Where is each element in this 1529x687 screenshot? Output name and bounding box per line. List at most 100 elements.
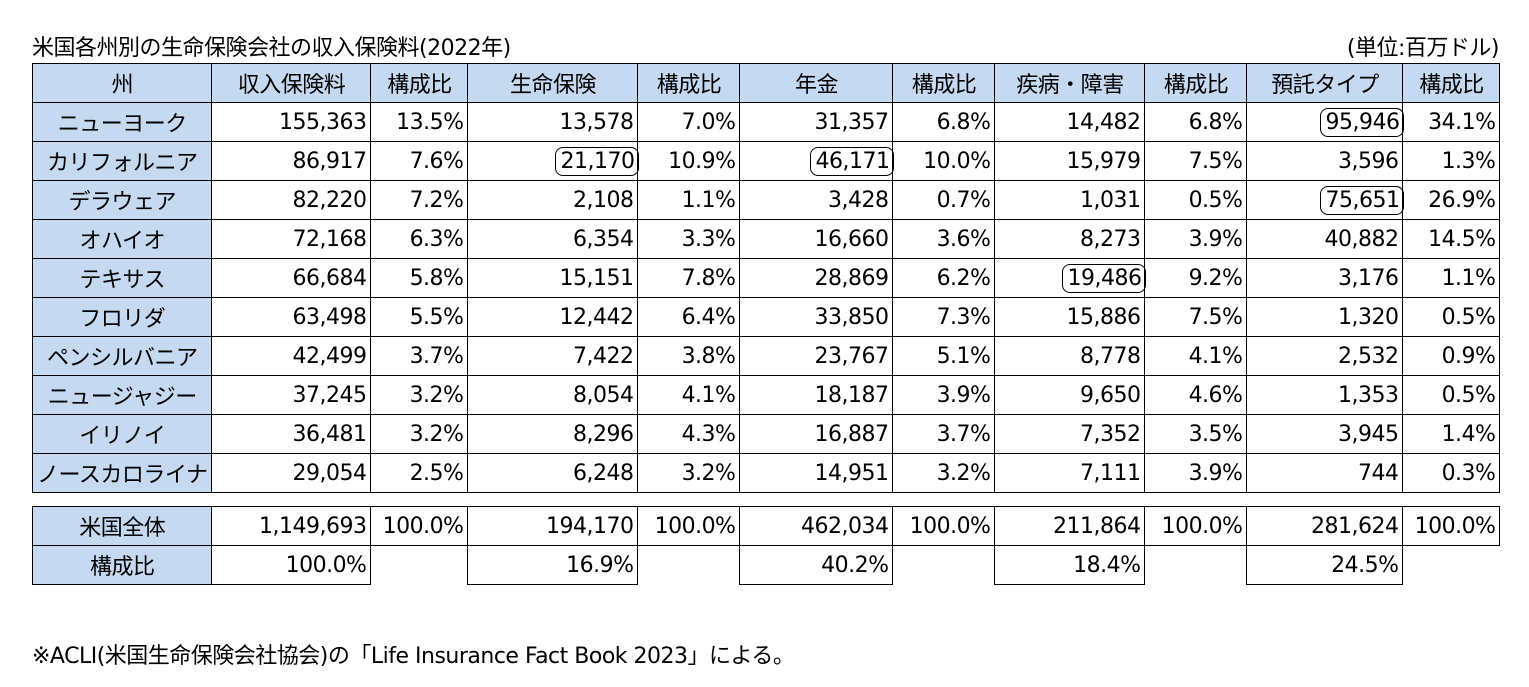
state-cell: ニュージャジー: [31, 375, 213, 415]
deposit-share-cell: 14.5%: [1402, 219, 1501, 259]
state-cell: ノースカロライナ: [31, 453, 213, 493]
life-cell: 8,296: [467, 414, 639, 454]
health-share-cell: 3.9%: [1144, 453, 1248, 493]
empty-cell: [370, 545, 468, 585]
header-row: 州 収入保険料 構成比 生命保険 構成比 年金 構成比 疾病・障害 構成比 預託…: [31, 63, 1501, 103]
deposit-share-cell: 0.9%: [1402, 336, 1501, 376]
annuity-share-cell: 100.0%: [892, 506, 996, 546]
annuity-cell: 16,887: [739, 414, 894, 454]
highlight-box: 75,651: [1320, 185, 1405, 215]
health-cell: 7,111: [994, 453, 1146, 493]
health-share-cell: 7.5%: [1144, 141, 1248, 181]
life-cell: 8,054: [467, 375, 639, 415]
premium-cell: 36,481: [211, 414, 372, 454]
premium-share-cell: 3.2%: [370, 414, 469, 454]
deposit-cell: 3,945: [1246, 414, 1404, 454]
deposit-composition-cell: 24.5%: [1246, 545, 1404, 585]
annuity-cell: 16,660: [739, 219, 894, 259]
deposit-share-cell: 100.0%: [1402, 506, 1501, 546]
header-cell: 構成比: [1402, 63, 1501, 103]
premium-cell: 82,220: [211, 180, 372, 220]
health-cell: 14,482: [994, 102, 1146, 142]
annuity-share-cell: 0.7%: [892, 180, 996, 220]
life-share-cell: 7.8%: [637, 258, 741, 298]
empty-cell: [1144, 545, 1247, 585]
premium-cell: 155,363: [211, 102, 372, 142]
annuity-share-cell: 7.3%: [892, 297, 996, 337]
annuity-share-cell: 5.1%: [892, 336, 996, 376]
header-cell: 州: [31, 63, 213, 103]
premium-share-cell: 13.5%: [370, 102, 469, 142]
header-cell: 年金: [739, 63, 894, 103]
annuity-cell: 3,428: [739, 180, 894, 220]
life-share-cell: 6.4%: [637, 297, 741, 337]
health-share-cell: 3.5%: [1144, 414, 1248, 454]
deposit-share-cell: 1.3%: [1402, 141, 1501, 181]
premium-share-cell: 3.2%: [370, 375, 469, 415]
state-cell: テキサス: [31, 258, 213, 298]
life-share-cell: 3.3%: [637, 219, 741, 259]
total-row: 米国全体 1,149,693 100.0% 194,170 100.0% 462…: [31, 506, 1501, 546]
health-share-cell: 3.9%: [1144, 219, 1248, 259]
health-share-cell: 6.8%: [1144, 102, 1248, 142]
health-share-cell: 0.5%: [1144, 180, 1248, 220]
life-cell: 7,422: [467, 336, 639, 376]
header-cell: 生命保険: [467, 63, 639, 103]
annuity-cell: 33,850: [739, 297, 894, 337]
source-note: ※ACLI(米国生命保険会社協会)の「Life Insurance Fact B…: [32, 644, 795, 669]
annuity-cell: 14,951: [739, 453, 894, 493]
health-cell: 1,031: [994, 180, 1146, 220]
table-row: オハイオ 72,168 6.3% 6,354 3.3% 16,660 3.6% …: [31, 219, 1501, 259]
deposit-cell: 281,624: [1246, 506, 1404, 546]
premium-cell: 86,917: [211, 141, 372, 181]
life-cell: 13,578: [467, 102, 639, 142]
table-row: デラウェア 82,220 7.2% 2,108 1.1% 3,428 0.7% …: [31, 180, 1501, 220]
premium-share-cell: 7.6%: [370, 141, 469, 181]
health-cell: 19,486: [994, 258, 1147, 298]
life-share-cell: 1.1%: [637, 180, 741, 220]
premium-share-cell: 2.5%: [370, 453, 469, 493]
unit-label: (単位:百万ドル): [1346, 36, 1500, 61]
health-share-cell: 4.6%: [1144, 375, 1248, 415]
deposit-share-cell: 34.1%: [1402, 102, 1501, 142]
life-share-cell: 4.1%: [637, 375, 741, 415]
health-cell: 15,979: [994, 141, 1146, 181]
header-cell: 収入保険料: [211, 63, 372, 103]
premium-composition-cell: 100.0%: [211, 545, 372, 585]
annuity-cell: 23,767: [739, 336, 894, 376]
life-share-cell: 100.0%: [637, 506, 741, 546]
table-row: カリフォルニア 86,917 7.6% 21,170 10.9% 46,171 …: [31, 141, 1501, 181]
premium-cell: 37,245: [211, 375, 372, 415]
row-spacer: [32, 492, 1500, 507]
composition-row: 構成比 100.0% 16.9% 40.2% 18.4% 24.5%: [31, 545, 1500, 585]
premium-cell: 66,684: [211, 258, 372, 298]
deposit-cell: 1,320: [1246, 297, 1404, 337]
table-row: ニューヨーク 155,363 13.5% 13,578 7.0% 31,357 …: [31, 102, 1501, 142]
empty-cell: [892, 545, 995, 585]
deposit-cell: 3,596: [1246, 141, 1404, 181]
table-row: ノースカロライナ 29,054 2.5% 6,248 3.2% 14,951 3…: [31, 453, 1501, 493]
deposit-cell: 744: [1246, 453, 1404, 493]
header-cell: 疾病・障害: [994, 63, 1146, 103]
annuity-share-cell: 10.0%: [892, 141, 996, 181]
annuity-cell: 18,187: [739, 375, 894, 415]
annuity-share-cell: 3.7%: [892, 414, 996, 454]
life-share-cell: 10.9%: [637, 141, 741, 181]
state-cell: イリノイ: [31, 414, 213, 454]
health-cell: 9,650: [994, 375, 1146, 415]
annuity-share-cell: 3.6%: [892, 219, 996, 259]
highlight-box: 46,171: [810, 146, 895, 176]
annuity-cell: 28,869: [739, 258, 894, 298]
highlight-box: 95,946: [1320, 107, 1405, 137]
premium-cell: 42,499: [211, 336, 372, 376]
annuity-share-cell: 3.2%: [892, 453, 996, 493]
premium-share-cell: 6.3%: [370, 219, 469, 259]
health-share-cell: 4.1%: [1144, 336, 1248, 376]
life-cell: 12,442: [467, 297, 639, 337]
header-cell: 預託タイプ: [1246, 63, 1404, 103]
header-cell: 構成比: [892, 63, 996, 103]
health-cell: 8,273: [994, 219, 1146, 259]
highlight-box: 19,486: [1062, 263, 1147, 293]
deposit-cell: 1,353: [1246, 375, 1404, 415]
premium-cell: 29,054: [211, 453, 372, 493]
